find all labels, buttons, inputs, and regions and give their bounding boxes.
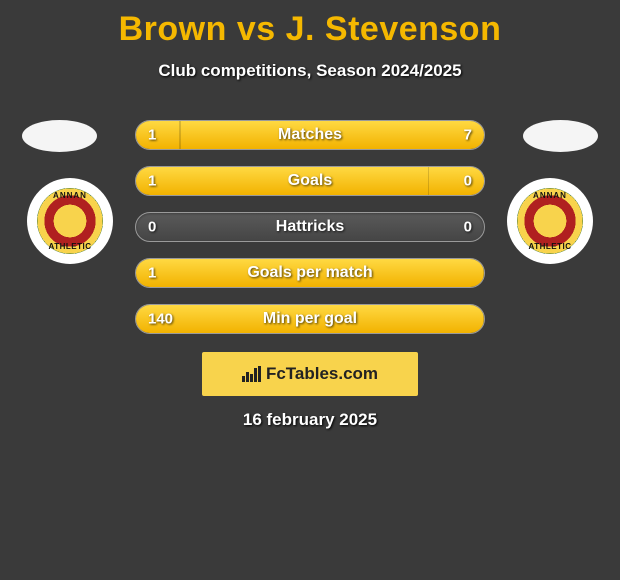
stat-label: Min per goal <box>263 310 357 328</box>
crest-text-bottom: ATHLETIC <box>37 242 103 251</box>
stat-label: Hattricks <box>276 218 344 236</box>
stat-row: 140 Min per goal <box>135 304 485 334</box>
stat-row: 1 Goals per match <box>135 258 485 288</box>
stat-value-left: 1 <box>148 265 156 282</box>
stat-label: Matches <box>278 126 342 144</box>
logo-text: FcTables.com <box>266 364 378 384</box>
stat-value-left: 1 <box>148 173 156 190</box>
stat-row: 1 Matches 7 <box>135 120 485 150</box>
club-crest-right: ANNAN ATHLETIC <box>507 178 593 264</box>
fctables-logo: FcTables.com <box>202 352 418 396</box>
player-right-avatar <box>523 120 598 152</box>
stats-container: 1 Matches 7 1 Goals 0 0 Hattricks 0 1 Goals per ma… <box>135 120 485 350</box>
crest-text-top: ANNAN <box>517 191 583 200</box>
stat-value-right: 0 <box>464 173 472 190</box>
crest-text-bottom: ATHLETIC <box>517 242 583 251</box>
page-title: Brown vs J. Stevenson <box>0 0 620 49</box>
stat-value-left: 1 <box>148 127 156 144</box>
stat-fill-left <box>136 121 180 149</box>
stat-row: 1 Goals 0 <box>135 166 485 196</box>
player-left-avatar <box>22 120 97 152</box>
stat-value-right: 7 <box>464 127 472 144</box>
stat-label: Goals per match <box>247 264 372 282</box>
subtitle: Club competitions, Season 2024/2025 <box>0 61 620 81</box>
stat-value-left: 140 <box>148 311 173 328</box>
date-text: 16 february 2025 <box>0 410 620 430</box>
stat-row: 0 Hattricks 0 <box>135 212 485 242</box>
bar-chart-icon <box>242 366 261 382</box>
club-crest-left: ANNAN ATHLETIC <box>27 178 113 264</box>
stat-value-left: 0 <box>148 219 156 236</box>
stat-label: Goals <box>288 172 332 190</box>
stat-value-right: 0 <box>464 219 472 236</box>
crest-text-top: ANNAN <box>37 191 103 200</box>
stat-fill-right <box>428 167 484 195</box>
